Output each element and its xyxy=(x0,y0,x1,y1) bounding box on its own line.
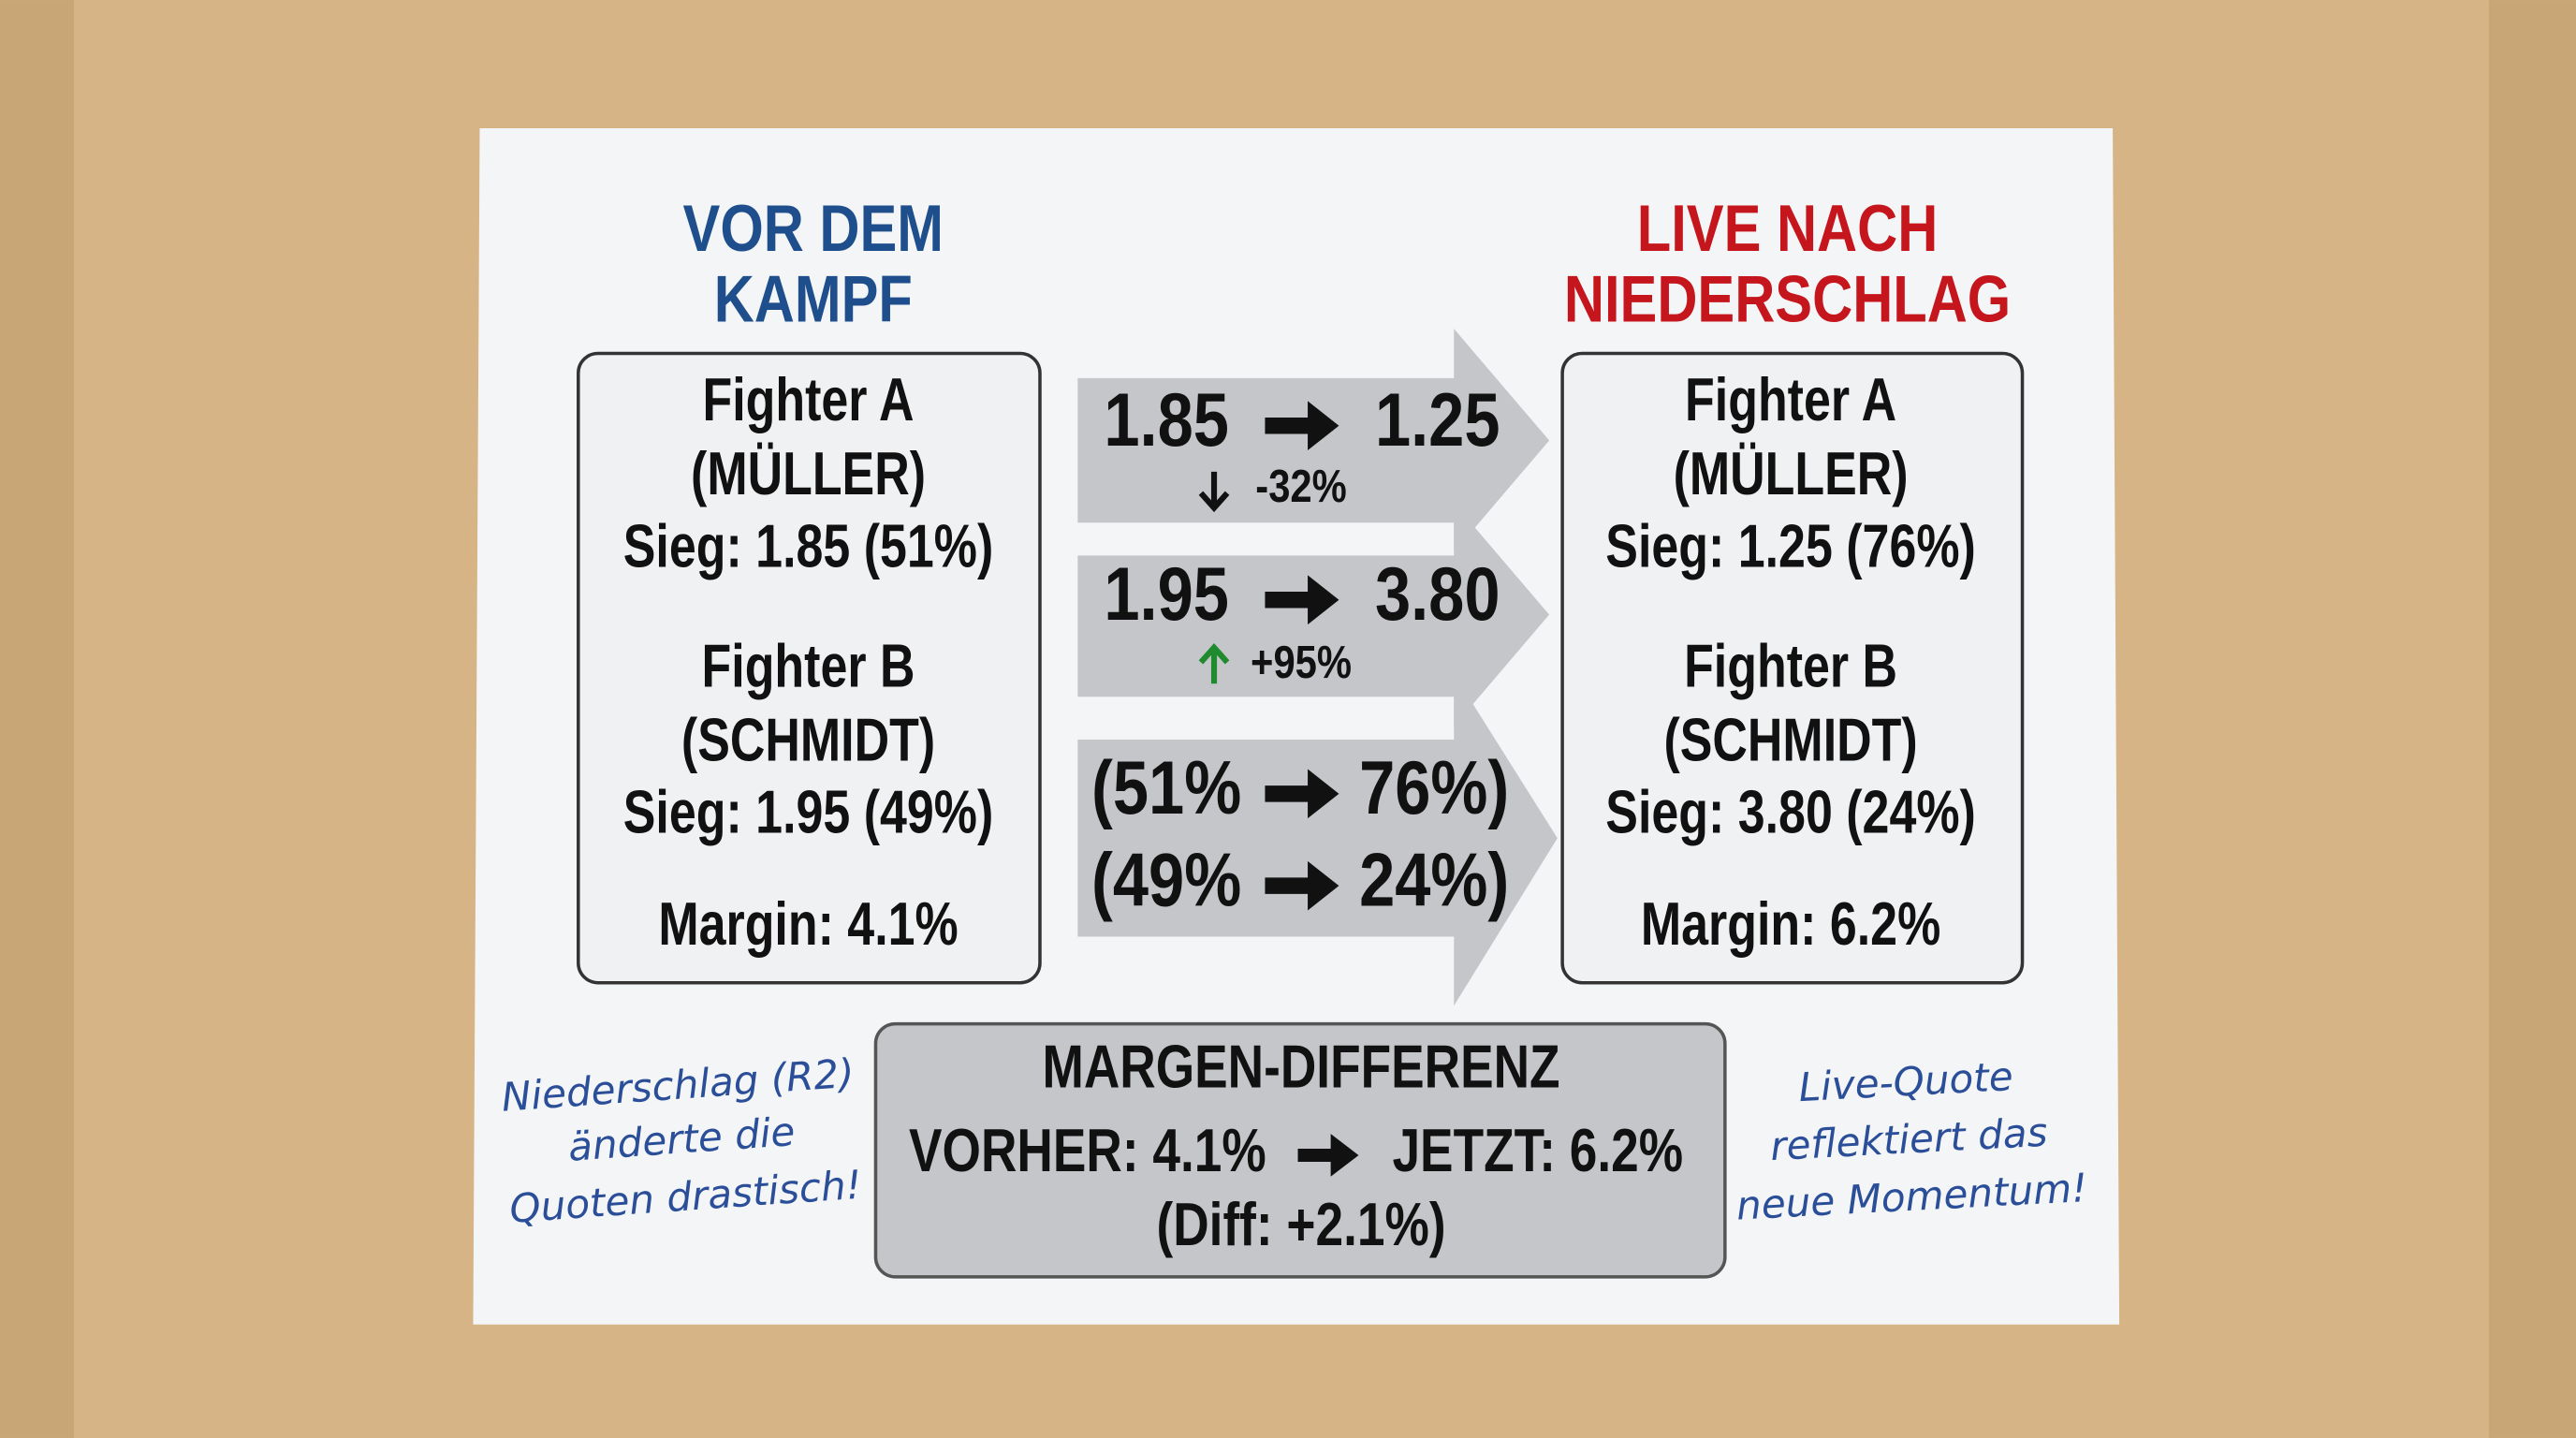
arrow-icon xyxy=(1265,769,1339,819)
arrow-icon xyxy=(1265,401,1339,451)
up-arrow xyxy=(1198,643,1230,684)
prob-from: (51% xyxy=(1091,745,1241,830)
margin: Margin: 6.2% xyxy=(1641,891,1940,959)
fighter-name: Fighter A xyxy=(702,367,914,434)
left-title: KAMPF xyxy=(714,262,913,336)
fighter-team: (MÜLLER) xyxy=(1674,441,1909,508)
table-edge xyxy=(2488,0,2576,1438)
left-box xyxy=(577,351,1042,985)
odds-change: +95% xyxy=(1251,637,1352,688)
prob-to: 24%) xyxy=(1359,837,1509,922)
prob-from: (49% xyxy=(1091,837,1241,922)
arrow-icon xyxy=(1297,1134,1359,1177)
arrow-icon xyxy=(1265,860,1339,911)
table-edge xyxy=(0,0,74,1438)
fighter-odds: Sieg: 1.25 (76%) xyxy=(1605,513,1976,580)
summary-before: VORHER: 4.1% xyxy=(909,1116,1266,1184)
change-arrow xyxy=(1077,673,1558,1006)
fighter-team: (SCHMIDT) xyxy=(1663,707,1917,774)
right-box xyxy=(1560,351,2025,985)
arrow-icon xyxy=(1265,575,1339,625)
right-title: NIEDERSCHLAG xyxy=(1564,262,2011,336)
summary-title: MARGEN-DIFFERENZ xyxy=(1042,1033,1559,1101)
summary-after: JETZT: 6.2% xyxy=(1392,1116,1683,1184)
fighter-name: Fighter B xyxy=(702,633,915,700)
fighter-odds: Sieg: 1.85 (51%) xyxy=(623,513,994,580)
fighter-team: (MÜLLER) xyxy=(691,441,926,508)
note-line: Live-Quote xyxy=(1797,1053,2013,1110)
fighter-odds: Sieg: 3.80 (24%) xyxy=(1605,779,1976,846)
odds-to: 1.25 xyxy=(1375,377,1500,462)
summary-diff: (Diff: +2.1%) xyxy=(1156,1190,1445,1258)
right-title: LIVE NACH xyxy=(1637,191,1939,265)
margin: Margin: 4.1% xyxy=(658,891,958,959)
odds-to: 3.80 xyxy=(1375,551,1500,637)
down-arrow xyxy=(1198,471,1230,513)
odds-from: 1.85 xyxy=(1104,377,1229,462)
odds-from: 1.95 xyxy=(1104,551,1229,637)
left-title: VOR DEM xyxy=(683,191,944,265)
prob-to: 76%) xyxy=(1359,745,1509,830)
fighter-odds: Sieg: 1.95 (49%) xyxy=(623,779,994,846)
fighter-name: Fighter B xyxy=(1684,633,1897,700)
odds-change: -32% xyxy=(1255,461,1346,512)
fighter-name: Fighter A xyxy=(1685,367,1896,434)
fighter-team: (SCHMIDT) xyxy=(681,707,935,774)
